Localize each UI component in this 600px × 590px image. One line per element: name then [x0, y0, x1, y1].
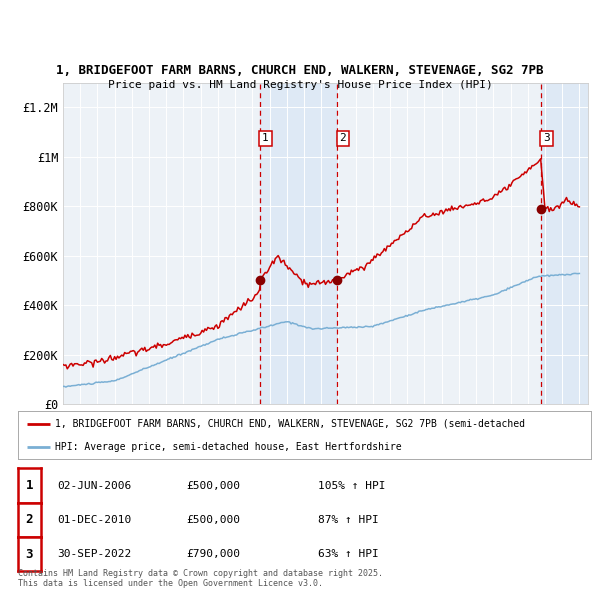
Text: 1: 1 [26, 479, 33, 492]
Text: £500,000: £500,000 [186, 481, 240, 490]
Text: HPI: Average price, semi-detached house, East Hertfordshire: HPI: Average price, semi-detached house,… [55, 442, 402, 452]
Text: 1: 1 [262, 133, 269, 143]
Text: 1, BRIDGEFOOT FARM BARNS, CHURCH END, WALKERN, STEVENAGE, SG2 7PB (semi-detached: 1, BRIDGEFOOT FARM BARNS, CHURCH END, WA… [55, 419, 525, 429]
Text: £790,000: £790,000 [186, 549, 240, 559]
Text: 105% ↑ HPI: 105% ↑ HPI [318, 481, 386, 490]
Text: £500,000: £500,000 [186, 515, 240, 525]
Text: Contains HM Land Registry data © Crown copyright and database right 2025.
This d: Contains HM Land Registry data © Crown c… [18, 569, 383, 588]
Text: 2: 2 [340, 133, 346, 143]
Text: 30-SEP-2022: 30-SEP-2022 [57, 549, 131, 559]
Text: 87% ↑ HPI: 87% ↑ HPI [318, 515, 379, 525]
Text: 63% ↑ HPI: 63% ↑ HPI [318, 549, 379, 559]
Text: 02-JUN-2006: 02-JUN-2006 [57, 481, 131, 490]
Text: 3: 3 [543, 133, 550, 143]
Text: 2: 2 [26, 513, 33, 526]
Text: 01-DEC-2010: 01-DEC-2010 [57, 515, 131, 525]
Text: 1, BRIDGEFOOT FARM BARNS, CHURCH END, WALKERN, STEVENAGE, SG2 7PB: 1, BRIDGEFOOT FARM BARNS, CHURCH END, WA… [56, 64, 544, 77]
Bar [541, 83, 588, 404]
Bar [260, 83, 337, 404]
Text: Price paid vs. HM Land Registry's House Price Index (HPI): Price paid vs. HM Land Registry's House … [107, 80, 493, 90]
Text: 3: 3 [26, 548, 33, 560]
